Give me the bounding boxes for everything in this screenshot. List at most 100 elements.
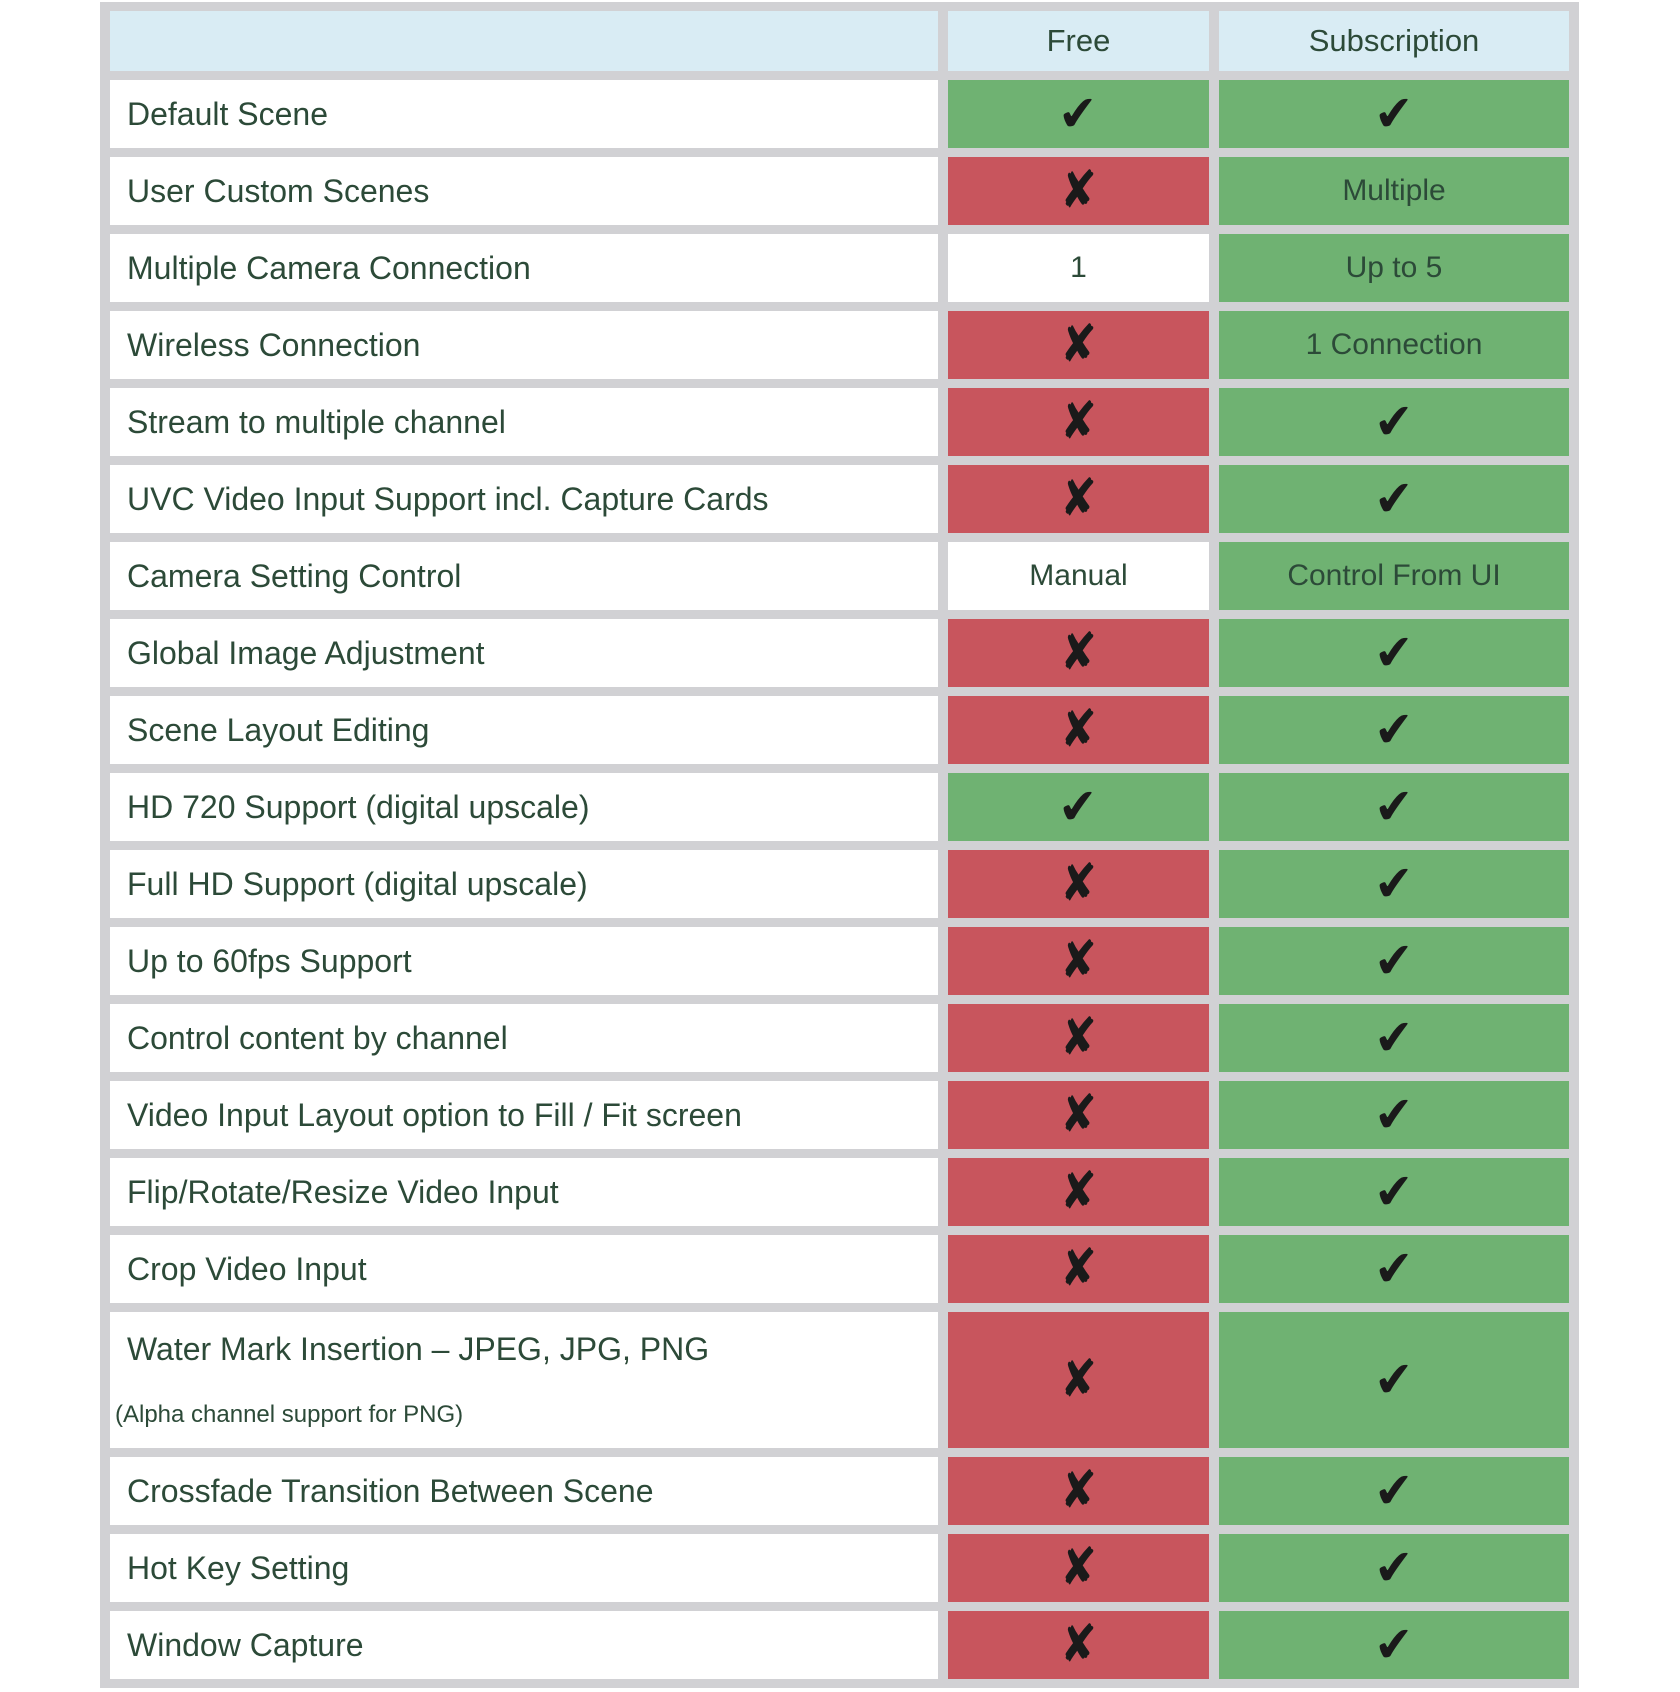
feature-label-cell: Hot Key Setting	[110, 1534, 938, 1602]
free-value-cell: ✘	[948, 1534, 1209, 1602]
feature-label-cell: Crossfade Transition Between Scene	[110, 1457, 938, 1525]
check-icon: ✔	[1371, 392, 1417, 452]
free-column-header: Free	[948, 11, 1209, 71]
feature-label: Crossfade Transition Between Scene	[127, 1472, 654, 1509]
free-value-cell: ✘	[948, 311, 1209, 379]
check-icon: ✔	[1371, 1085, 1417, 1145]
free-value-cell: 1	[948, 234, 1209, 302]
subscription-value-cell: ✔	[1219, 1611, 1569, 1679]
feature-label-cell: Wireless Connection	[110, 311, 938, 379]
free-value-cell: ✘	[948, 1158, 1209, 1226]
cross-icon: ✘	[1060, 1460, 1097, 1521]
subscription-value-cell: ✔	[1219, 1457, 1569, 1525]
check-icon: ✔	[1371, 854, 1417, 914]
check-icon: ✔	[1056, 84, 1101, 144]
feature-label: Scene Layout Editing	[127, 711, 430, 748]
cross-icon: ✘	[1060, 1007, 1097, 1068]
feature-label: Default Scene	[127, 95, 329, 132]
check-icon: ✔	[1371, 777, 1417, 837]
feature-label-cell: Flip/Rotate/Resize Video Input	[110, 1158, 938, 1226]
subscription-value-cell: ✔	[1219, 1004, 1569, 1072]
table-row: Hot Key Setting ✘ ✔	[110, 1534, 1569, 1602]
cross-icon: ✘	[1060, 1084, 1097, 1145]
table-row: Wireless Connection ✘ 1 Connection	[110, 311, 1569, 379]
table-row: Crossfade Transition Between Scene ✘ ✔	[110, 1457, 1569, 1525]
check-icon: ✔	[1371, 1350, 1417, 1410]
free-value-cell: ✘	[948, 927, 1209, 995]
free-value-cell: ✘	[948, 1312, 1209, 1448]
cross-icon: ✘	[1060, 391, 1097, 452]
check-icon: ✔	[1371, 1008, 1417, 1068]
feature-label-cell: Global Image Adjustment	[110, 619, 938, 687]
cross-icon: ✘	[1060, 1537, 1097, 1598]
feature-table-body: Default Scene ✔ ✔ User Custom Scenes ✘ Multip…	[110, 80, 1569, 1679]
check-icon: ✔	[1371, 700, 1417, 760]
check-icon: ✔	[1371, 1615, 1417, 1675]
feature-label: Video Input Layout option to Fill / Fit …	[127, 1096, 742, 1133]
cross-icon: ✘	[1060, 1349, 1097, 1410]
subscription-value-cell: ✔	[1219, 773, 1569, 841]
check-icon: ✔	[1371, 623, 1417, 683]
cross-icon: ✘	[1060, 930, 1097, 991]
subscription-value-cell: ✔	[1219, 1158, 1569, 1226]
cross-icon: ✘	[1060, 1161, 1097, 1222]
feature-label-cell: Camera Setting Control	[110, 542, 938, 610]
free-value-text: Manual	[1029, 559, 1128, 592]
subscription-value-cell: ✔	[1219, 927, 1569, 995]
feature-label-cell: Full HD Support (digital upscale)	[110, 850, 938, 918]
free-value-cell: ✘	[948, 1235, 1209, 1303]
check-icon: ✔	[1371, 1162, 1417, 1222]
subscription-value-cell: Multiple	[1219, 157, 1569, 225]
free-value-cell: ✘	[948, 1611, 1209, 1679]
feature-label-cell: HD 720 Support (digital upscale)	[110, 773, 938, 841]
table-row: Up to 60fps Support ✘ ✔	[110, 927, 1569, 995]
feature-label-cell: Control content by channel	[110, 1004, 938, 1072]
check-icon: ✔	[1371, 1461, 1417, 1521]
subscription-value-cell: ✔	[1219, 1534, 1569, 1602]
table-row: HD 720 Support (digital upscale) ✔ ✔	[110, 773, 1569, 841]
subscription-value-cell: Control From UI	[1219, 542, 1569, 610]
subscription-value-cell: ✔	[1219, 465, 1569, 533]
subscription-value-cell: Up to 5	[1219, 234, 1569, 302]
free-value-cell: ✘	[948, 619, 1209, 687]
subscription-value-cell: ✔	[1219, 388, 1569, 456]
free-value-cell: ✘	[948, 850, 1209, 918]
free-value-cell: ✘	[948, 388, 1209, 456]
check-icon: ✔	[1056, 777, 1101, 837]
subscription-value-text: Control From UI	[1287, 559, 1501, 592]
table-row: Water Mark Insertion – JPEG, JPG, PNG (Al…	[110, 1312, 1569, 1448]
feature-label: Crop Video Input	[127, 1250, 367, 1287]
free-value-cell: ✘	[948, 1004, 1209, 1072]
subscription-value-text: Up to 5	[1345, 251, 1443, 284]
feature-label: Stream to multiple channel	[127, 403, 506, 440]
feature-label-cell: Window Capture	[110, 1611, 938, 1679]
feature-label: Camera Setting Control	[127, 557, 462, 594]
feature-column-header	[110, 11, 938, 71]
free-value-cell: ✔	[948, 773, 1209, 841]
feature-label: Wireless Connection	[127, 326, 421, 363]
feature-comparison-table: Free Subscription Default Scene ✔ ✔ User Cu…	[100, 2, 1579, 1688]
table-row: Window Capture ✘ ✔	[110, 1611, 1569, 1679]
table-row: Default Scene ✔ ✔	[110, 80, 1569, 148]
feature-label-cell: Crop Video Input	[110, 1235, 938, 1303]
feature-label: Full HD Support (digital upscale)	[127, 865, 588, 902]
subscription-value-cell: ✔	[1219, 1081, 1569, 1149]
feature-label-cell: Multiple Camera Connection	[110, 234, 938, 302]
subscription-value-text: Multiple	[1342, 174, 1446, 207]
feature-label-cell: Water Mark Insertion – JPEG, JPG, PNG (Al…	[110, 1312, 938, 1448]
subscription-value-cell: ✔	[1219, 619, 1569, 687]
table-row: Multiple Camera Connection 1 Up to 5	[110, 234, 1569, 302]
feature-label-cell: User Custom Scenes	[110, 157, 938, 225]
table-row: Control content by channel ✘ ✔	[110, 1004, 1569, 1072]
table-row: Scene Layout Editing ✘ ✔	[110, 696, 1569, 764]
feature-label: Global Image Adjustment	[127, 634, 485, 671]
cross-icon: ✘	[1060, 622, 1097, 683]
feature-label: Water Mark Insertion – JPEG, JPG, PNG	[127, 1331, 710, 1368]
cross-icon: ✘	[1060, 1238, 1097, 1299]
table-row: Full HD Support (digital upscale) ✘ ✔	[110, 850, 1569, 918]
free-value-cell: ✘	[948, 157, 1209, 225]
check-icon: ✔	[1371, 931, 1417, 991]
subscription-value-cell: ✔	[1219, 696, 1569, 764]
table-row: User Custom Scenes ✘ Multiple	[110, 157, 1569, 225]
